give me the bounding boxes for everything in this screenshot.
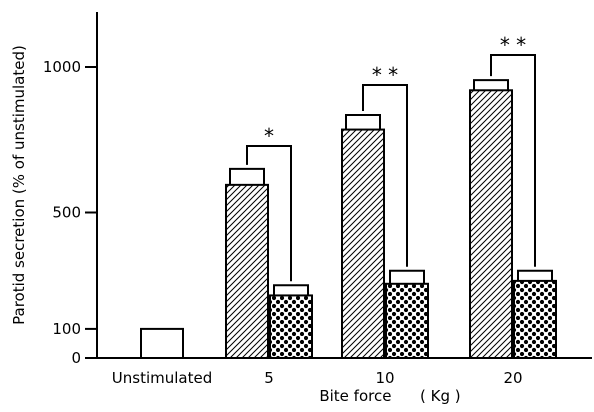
bar-dots-5 xyxy=(269,294,313,359)
y-tick-label-100: 100 xyxy=(52,320,81,338)
y-tick-label-1000: 1000 xyxy=(43,58,81,76)
error-bar-dots-5 xyxy=(273,284,309,296)
bar-diagonal-hatch-20 xyxy=(469,89,513,359)
x-tick-label-3: 20 xyxy=(503,369,522,387)
bar-dots-20 xyxy=(513,279,557,360)
x-axis-title: Bite force ( Kg ) xyxy=(319,387,460,405)
significance-label-20: * * xyxy=(500,33,526,57)
significance-label-10: * * xyxy=(372,63,398,87)
y-tick-label-500: 500 xyxy=(52,204,81,222)
error-bar-diagonal-hatch-5 xyxy=(229,167,265,185)
x-tick-label-1: 5 xyxy=(264,369,274,387)
significance-label-5: * xyxy=(264,124,274,148)
bar-dots-10 xyxy=(385,282,429,360)
significance-bracket-5 xyxy=(246,145,292,282)
x-tick-label-0: Unstimulated xyxy=(112,369,212,387)
bar-white-Unstimulated xyxy=(140,327,184,359)
bar-diagonal-hatch-10 xyxy=(341,128,385,359)
error-bar-diagonal-hatch-20 xyxy=(473,79,509,91)
error-bar-dots-10 xyxy=(389,269,425,284)
significance-annotations: * * * * * xyxy=(246,33,536,282)
bar-diagonal-hatch-5 xyxy=(225,183,269,359)
significance-bracket-20 xyxy=(490,54,536,267)
category-labels: Unstimulated 5 10 20 xyxy=(112,369,523,387)
significance-bracket-10 xyxy=(362,84,408,267)
error-bar-diagonal-hatch-10 xyxy=(345,114,381,130)
bars xyxy=(140,79,557,360)
y-tick-label-0: 0 xyxy=(71,349,81,367)
y-axis-title: Parotid secretion (% of unstimulated) xyxy=(10,45,28,325)
x-tick-label-2: 10 xyxy=(375,369,394,387)
error-bar-dots-20 xyxy=(517,269,553,281)
y-ticks: 0 100 500 1000 xyxy=(43,58,97,367)
